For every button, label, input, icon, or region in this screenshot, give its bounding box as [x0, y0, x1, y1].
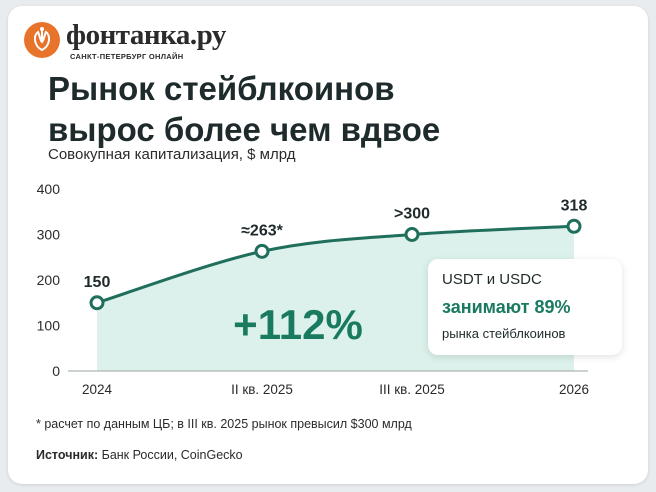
x-tick-label: II кв. 2025: [231, 382, 293, 397]
data-point: [89, 295, 105, 311]
x-tick-label: 2026: [559, 382, 589, 397]
title-line-1: Рынок стейблкоинов: [48, 70, 395, 107]
brand-logo[interactable]: фонтанка.ру САНКТ-ПЕТЕРБУРГ ОНЛАЙН: [24, 19, 226, 64]
source-label: Источник:: [36, 448, 99, 462]
data-label: >300: [394, 206, 430, 223]
footnote: * расчет по данным ЦБ; в III кв. 2025 ры…: [36, 417, 412, 431]
y-tick-label: 200: [37, 272, 61, 288]
data-point: [566, 218, 582, 234]
page-title: Рынок стейблкоинов вырос более чем вдвое: [48, 68, 608, 150]
chart-subtitle: Совокупная капитализация, $ млрд: [48, 146, 296, 163]
area-chart: 0 100 200 300 400 2024 II кв. 2025 III кв. 2025…: [37, 181, 589, 397]
data-label: 150: [84, 274, 111, 291]
series-line: [96, 224, 575, 305]
y-tick-label: 300: [37, 227, 61, 243]
fontanka-logo-icon: [24, 22, 60, 58]
data-point: [254, 243, 270, 259]
x-tick-label: III кв. 2025: [379, 382, 445, 397]
share-callout: USDT и USDC занимают 89% рынка стейблкои…: [428, 259, 622, 355]
growth-annotation: +112%: [233, 301, 363, 348]
source-text: Банк России, CoinGecko: [98, 448, 243, 462]
data-point: [404, 227, 420, 242]
title-line-2: вырос более чем вдвое: [48, 111, 441, 148]
callout-line-2: занимают 89%: [442, 297, 571, 317]
infographic-card: фонтанка.ру САНКТ-ПЕТЕРБУРГ ОНЛАЙН Рынок…: [8, 6, 648, 484]
y-tick-label: 0: [52, 363, 60, 379]
callout-line-1: USDT и USDC: [442, 271, 542, 288]
y-tick-label: 100: [37, 318, 61, 334]
callout-line-3: рынка стейблкоинов: [442, 326, 566, 341]
brand-tagline: САНКТ-ПЕТЕРБУРГ ОНЛАЙН: [70, 52, 184, 61]
y-tick-label: 400: [37, 181, 61, 197]
data-label: ≈263*: [241, 222, 283, 239]
source-line: Источник: Банк России, CoinGecko: [36, 448, 243, 462]
data-label: 318: [561, 197, 588, 214]
x-tick-label: 2024: [82, 382, 113, 397]
brand-name: фонтанка.ру: [66, 19, 226, 51]
